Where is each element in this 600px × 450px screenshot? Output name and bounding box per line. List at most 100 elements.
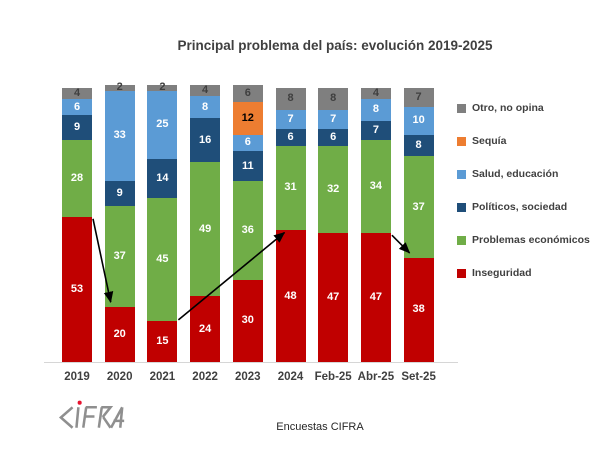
segment-inseguridad: 53: [62, 216, 92, 362]
segment-problemas-economicos: 45: [147, 197, 178, 321]
segment-value: 8: [202, 100, 209, 113]
logo-red-dot: [77, 400, 82, 405]
segment-value: 32: [327, 182, 340, 195]
segment-salud-educacion: 7: [275, 109, 306, 130]
bar-2022: 4 8 16 49 24: [190, 84, 221, 362]
segment-value: 34: [369, 180, 383, 193]
segment-value: 6: [244, 86, 251, 99]
segment-value: 7: [287, 112, 294, 125]
segment-value: 20: [113, 328, 126, 341]
segment-salud-educacion: 33: [104, 90, 135, 182]
bar-2019: 4 6 9 28 53: [62, 86, 92, 362]
x-label-Abr-25: Abr-25: [357, 371, 395, 383]
segment-value: 28: [70, 171, 84, 184]
segment-salud-educacion: 8: [190, 96, 221, 119]
segment-value: 10: [412, 114, 425, 127]
legend-item-sequia: Sequía: [457, 135, 590, 147]
segment-value: 7: [372, 123, 379, 136]
segment-value: 6: [73, 100, 81, 113]
legend-swatch-problemas-economicos: [457, 235, 466, 245]
segment-salud-educacion: 6: [232, 134, 263, 151]
x-label-2020: 2020: [106, 371, 133, 383]
logo-letter-i: [75, 407, 80, 428]
segment-politicos-sociedad: 9: [104, 181, 135, 206]
legend-swatch-politicos-sociedad: [457, 202, 466, 212]
segment-value: 9: [73, 121, 81, 134]
segment-otro-no-opina: 4: [190, 84, 221, 97]
segment-otro-no-opina: 4: [360, 86, 391, 99]
legend-label: Problemas económicos: [472, 234, 590, 246]
segment-politicos-sociedad: 8: [403, 134, 434, 157]
segment-problemas-economicos: 32: [318, 145, 349, 234]
x-label-2021: 2021: [149, 371, 176, 383]
segment-otro-no-opina: 4: [62, 86, 92, 99]
segment-value: 9: [116, 186, 123, 199]
segment-value: 6: [244, 136, 251, 149]
segment-value: 38: [412, 303, 425, 316]
legend-swatch-otro-no-opina: [457, 103, 466, 113]
legend-label: Sequía: [472, 135, 507, 147]
segment-otro-no-opina: 2: [104, 81, 135, 94]
cifra-logo: [56, 398, 130, 443]
segment-politicos-sociedad: 14: [147, 159, 178, 198]
segment-value: 49: [198, 222, 212, 235]
segment-sequia: 12: [232, 101, 263, 135]
segment-salud-educacion: 6: [62, 98, 92, 116]
x-axis-line: [44, 362, 458, 363]
legend-label: Otro, no opina: [472, 102, 544, 114]
segment-politicos-sociedad: 6: [318, 129, 349, 146]
x-label-2022: 2022: [192, 371, 218, 383]
segment-value: 25: [156, 118, 169, 131]
logo-letter-f: [82, 406, 97, 428]
segment-value: 15: [156, 334, 169, 347]
segment-inseguridad: 20: [104, 307, 135, 362]
legend-swatch-salud-educacion: [457, 169, 466, 179]
legend-label: Políticos, sociedad: [472, 201, 568, 213]
x-label-Set-25: Set-25: [401, 371, 436, 383]
segment-politicos-sociedad: 7: [360, 120, 391, 141]
segment-value: 8: [415, 139, 422, 152]
segment-inseguridad: 47: [360, 233, 391, 362]
legend: Otro, no opina Sequía Salud, educación Polí…: [457, 102, 590, 300]
segment-value: 37: [113, 249, 126, 262]
legend-item-inseguridad: Inseguridad: [457, 267, 590, 279]
segment-inseguridad: 38: [403, 257, 434, 362]
legend-item-problemas-economicos: Problemas económicos: [457, 234, 590, 246]
segment-salud-educacion: 25: [147, 90, 178, 160]
logo-letter-r: [97, 406, 114, 429]
segment-value: 2: [116, 81, 123, 94]
segment-value: 7: [330, 112, 337, 125]
segment-problemas-economicos: 37: [403, 156, 434, 258]
segment-otro-no-opina: 6: [232, 85, 263, 102]
x-label-2023: 2023: [235, 371, 261, 383]
chart-title: Principal problema del país: evolución 2…: [177, 38, 493, 53]
segment-value: 33: [113, 129, 126, 142]
segment-problemas-economicos: 37: [104, 205, 135, 308]
segment-value: 24: [198, 322, 212, 335]
segment-problemas-economicos: 34: [360, 140, 391, 234]
segment-value: 4: [73, 86, 81, 99]
logo-letter-c: [58, 406, 74, 429]
legend-label: Salud, educación: [472, 168, 559, 180]
segment-inseguridad: 15: [147, 320, 178, 362]
bar-Feb-25: 8 7 6 32 47: [318, 88, 349, 362]
segment-politicos-sociedad: 16: [190, 118, 221, 162]
segment-value: 8: [330, 92, 337, 105]
segment-problemas-economicos: 49: [190, 161, 221, 297]
segment-value: 7: [415, 91, 422, 104]
legend-label: Inseguridad: [472, 267, 532, 279]
footer-note: Encuestas CIFRA: [276, 421, 364, 433]
segment-value: 16: [198, 133, 212, 146]
segment-value: 37: [412, 200, 425, 213]
segment-value: 4: [202, 84, 209, 97]
segment-value: 4: [372, 86, 379, 99]
segment-politicos-sociedad: 6: [275, 129, 306, 146]
bar-Abr-25: 4 8 7 34 47: [360, 86, 391, 362]
segment-salud-educacion: 8: [360, 98, 391, 121]
legend-item-politicos-sociedad: Políticos, sociedad: [457, 201, 590, 213]
segment-inseguridad: 30: [232, 279, 263, 362]
segment-salud-educacion: 7: [318, 109, 349, 130]
x-label-2024: 2024: [277, 371, 304, 383]
bar-2020: 2 33 9 37 20: [104, 81, 135, 362]
segment-value: 45: [156, 252, 169, 265]
